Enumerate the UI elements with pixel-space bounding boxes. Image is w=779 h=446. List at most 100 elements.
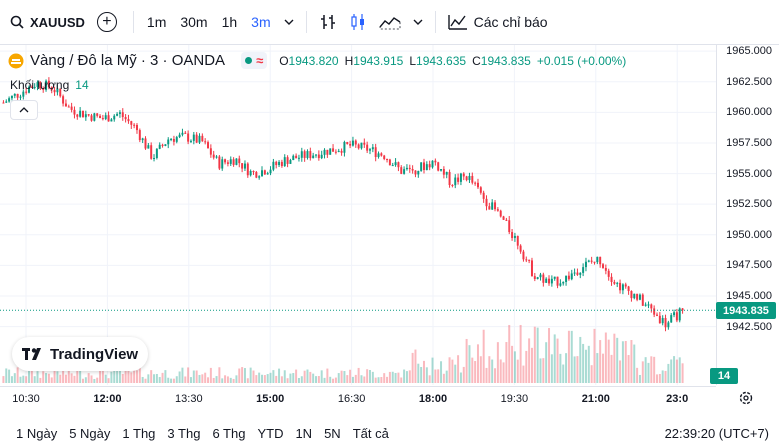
candle-body [434, 160, 437, 163]
volume-bar [673, 356, 676, 383]
candle-body [448, 171, 451, 185]
interval-3m[interactable]: 3m [251, 14, 271, 30]
range-5y[interactable]: 5N [324, 425, 341, 441]
candle-body [79, 110, 82, 117]
volume-bar [508, 324, 511, 383]
price-chart[interactable] [0, 45, 716, 385]
volume-bar [2, 376, 5, 383]
candle-body [5, 101, 8, 103]
range-all[interactable]: Tất cả [352, 425, 389, 441]
price-tick-label: 1947.500 [726, 259, 772, 272]
collapse-legend-button[interactable] [10, 100, 38, 120]
volume-bar [101, 367, 104, 383]
volume-bar [133, 369, 136, 383]
volume-bar [30, 367, 33, 383]
volume-bar [678, 357, 681, 383]
range-1d[interactable]: 1 Ngày [16, 425, 58, 441]
chart-settings-button[interactable] [738, 390, 754, 411]
volume-bar [488, 356, 491, 383]
volume-label: Khối lượng [10, 78, 70, 92]
range-1y[interactable]: 1N [295, 425, 313, 441]
candle-body [584, 261, 587, 268]
candle-body [380, 153, 383, 156]
candle-body [459, 173, 462, 182]
candle-body [320, 154, 323, 159]
indicators-button[interactable]: Các chỉ báo [442, 0, 554, 44]
volume-bar [67, 367, 70, 383]
add-symbol-button[interactable]: + [96, 12, 117, 32]
divider [132, 11, 134, 33]
candle-body [644, 304, 647, 306]
volume-bar [653, 356, 656, 383]
bar-chart-type-button[interactable] [313, 0, 343, 44]
volume-bar [349, 369, 352, 383]
price-axis[interactable]: 1965.000 1962.500 1960.000 1957.500 1955.000… [716, 45, 779, 385]
indicators-label: Các chỉ báo [473, 14, 548, 30]
volume-bar [312, 373, 315, 383]
interval-30m[interactable]: 30m [180, 14, 208, 30]
candle-body [667, 322, 670, 328]
chart-type-dropdown[interactable] [407, 0, 429, 44]
volume-bar [246, 378, 249, 383]
volume-bar [548, 328, 551, 383]
tradingview-logo[interactable]: TradingView [12, 337, 149, 371]
volume-bar [354, 374, 357, 383]
volume-bar [479, 356, 482, 383]
range-1m[interactable]: 1 Thg [122, 425, 156, 441]
candle-body [462, 173, 465, 177]
symbol-search[interactable]: XAUUSD [0, 0, 85, 44]
volume-bar [153, 374, 156, 383]
candle-body [383, 155, 386, 160]
volume-bar [16, 367, 19, 383]
price-tick-label: 1952.500 [726, 198, 772, 211]
volume-bar [468, 345, 471, 383]
volume-bar [249, 367, 252, 383]
range-ytd[interactable]: YTD [257, 425, 284, 441]
candle-body [269, 169, 272, 174]
volume-bar [292, 373, 295, 383]
candle-body [604, 267, 607, 271]
candle-body [391, 165, 394, 167]
range-6m[interactable]: 6 Thg [212, 425, 246, 441]
volume-bar [633, 344, 636, 383]
candle-body [343, 141, 346, 153]
clock[interactable]: 22:39:20 (UTC+7) [664, 425, 769, 441]
plus-icon: + [102, 13, 112, 30]
volume-bar [621, 341, 624, 383]
volume-bar [650, 356, 653, 383]
range-5d[interactable]: 5 Ngày [69, 425, 111, 441]
candle-body [283, 157, 286, 167]
volume-bar [485, 367, 488, 383]
candle-body [104, 115, 107, 119]
volume-bar [530, 347, 533, 383]
time-axis[interactable]: 10:30 12:00 13:30 15:00 16:30 18:00 19:30 21:00… [0, 386, 716, 411]
interval-1h[interactable]: 1h [221, 14, 238, 30]
volume-bar [289, 373, 292, 383]
interval-dropdown[interactable] [278, 0, 300, 44]
volume-bar [283, 370, 286, 383]
candle-body [388, 159, 391, 166]
candles-chart-type-button[interactable] [343, 0, 373, 44]
volume-bar [369, 369, 371, 383]
price-tick-label: 1955.000 [726, 167, 772, 180]
volume-bar [400, 377, 403, 383]
time-tick-label: 18:00 [418, 393, 448, 405]
volume-bar [363, 376, 366, 383]
candle-body [525, 259, 528, 261]
legend-title: Vàng / Đô la Mỹ · 3 · OANDA [30, 52, 226, 69]
volume-bar [346, 375, 349, 383]
search-icon [10, 15, 24, 29]
range-3m[interactable]: 3 Thg [167, 425, 201, 441]
candle-body [309, 151, 312, 159]
time-tick-label: 10:30 [12, 393, 40, 405]
candle-body [67, 106, 70, 108]
area-chart-type-button[interactable] [373, 0, 407, 44]
price-tick-label: 1942.500 [726, 320, 772, 333]
candle-body [428, 164, 431, 168]
market-status-pill[interactable]: ≈ [241, 52, 268, 69]
candle-body [172, 138, 175, 142]
candle-body [161, 144, 164, 146]
volume-bar [496, 342, 499, 383]
interval-1m[interactable]: 1m [146, 14, 167, 30]
volume-bar [241, 367, 244, 383]
